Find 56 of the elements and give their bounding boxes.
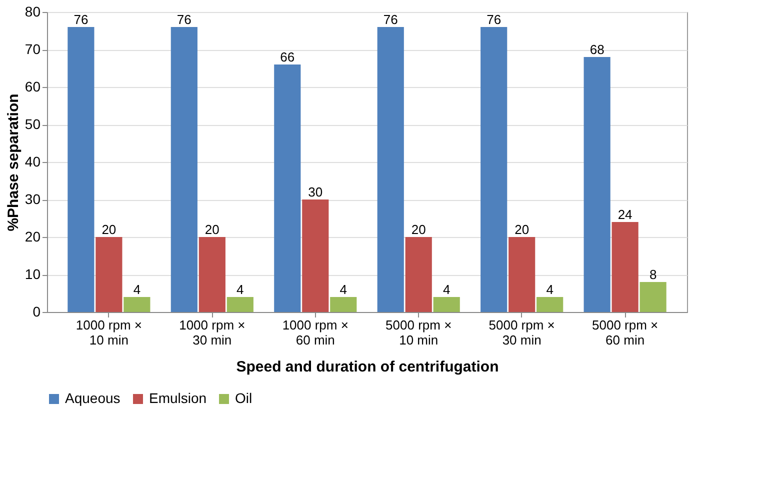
y-tick-label: 80 [24,4,41,20]
x-tick-label: 1000 rpm × 60 min [282,318,348,348]
y-tick-label: 70 [24,41,41,57]
x-tick-label: 1000 rpm × 30 min [179,318,246,348]
y-tick-label: 40 [24,154,41,170]
data-label: 8 [649,267,657,282]
data-label: 24 [618,207,632,222]
data-label: 4 [340,282,347,297]
bar [584,57,610,312]
data-label: 20 [204,222,220,237]
bar [405,237,432,312]
data-label: 4 [133,282,141,297]
bar [68,27,94,312]
bar [536,297,564,312]
y-tick-label: 20 [24,228,41,244]
bar [302,200,329,312]
data-label: 30 [308,184,323,200]
legend-label: Emulsion [149,390,207,406]
data-label: 4 [236,282,244,297]
bar [274,64,301,312]
data-label: 20 [514,222,530,237]
bar [480,27,508,312]
bar [96,237,122,312]
bar [508,237,536,312]
legend-label: Oil [235,390,252,406]
x-tick-label: 1000 rpm × 10 min [76,318,142,348]
data-label: 20 [102,222,116,237]
bar [377,27,404,312]
y-tick-label: 10 [24,266,41,282]
x-axis-title: Speed and duration of centrifugation [236,358,499,376]
data-label: 68 [590,42,604,57]
bar [433,297,460,312]
data-label: 20 [411,222,426,237]
data-label: 4 [546,282,554,297]
data-label: 66 [280,50,295,64]
y-tick-label: 30 [24,191,41,207]
x-tick-label: 5000 rpm × 60 min [592,318,658,348]
data-label: 76 [383,12,398,27]
y-axis-title: %Phase separation [4,94,22,232]
bar [124,297,150,312]
y-tick-label: 60 [24,78,41,94]
y-tick-label: 0 [32,304,41,320]
data-label: 76 [486,12,502,27]
x-tick-label: 5000 rpm × 10 min [386,318,452,348]
bar [330,297,357,312]
data-label: 4 [442,282,450,297]
bar [612,222,638,312]
bar [640,282,666,312]
bar [226,297,254,312]
bar [170,27,198,312]
legend-label: Aqueous [65,390,120,406]
y-tick-label: 50 [24,116,41,132]
data-label: 76 [176,12,192,27]
x-tick-label: 5000 rpm × 30 min [488,318,555,348]
data-label: 76 [74,12,88,27]
bar [198,237,226,312]
